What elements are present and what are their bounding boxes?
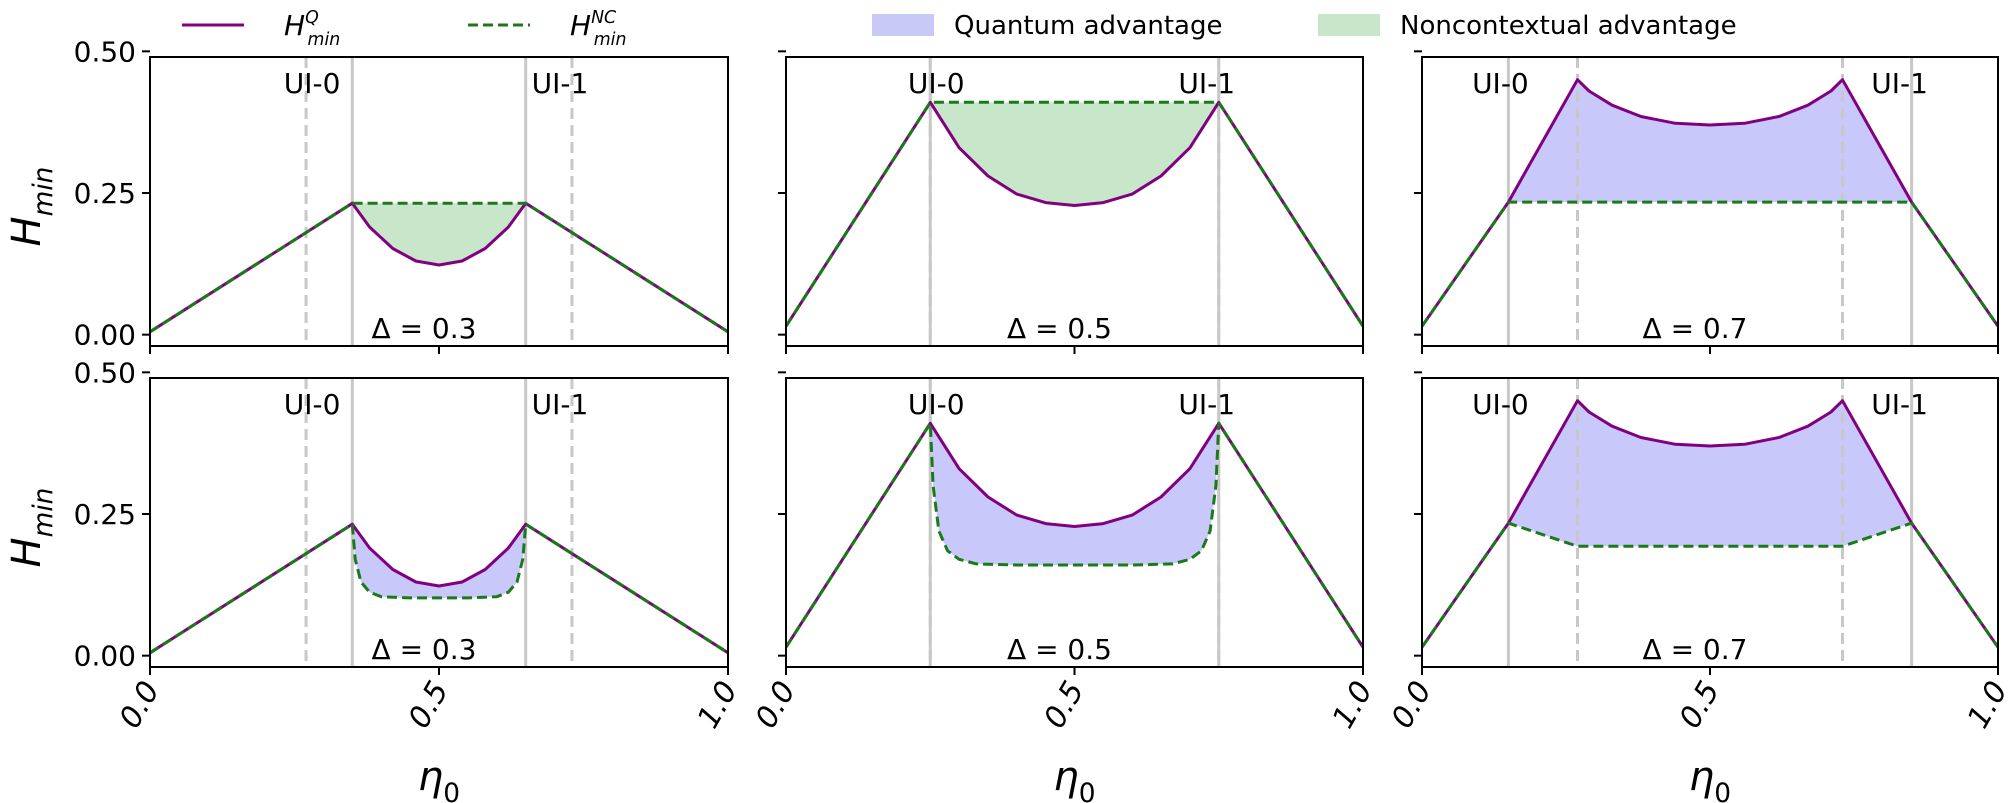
quantum-advantage-area <box>1508 79 1912 203</box>
x-tick-label: 0.0 <box>749 676 803 735</box>
hq-series-line <box>1422 399 1998 649</box>
x-tick-label: 1.0 <box>1961 676 2015 735</box>
x-axis-label: η0 <box>1689 754 1731 803</box>
plot-area <box>786 57 1363 346</box>
hnc-series-line <box>150 201 728 334</box>
y-tick-label: 0.25 <box>74 177 136 210</box>
x-axis-label-sub: 0 <box>1079 778 1096 803</box>
ui1-label: UI-1 <box>532 67 589 100</box>
y-axis-label-main: H <box>4 537 50 567</box>
plot-area <box>786 378 1363 667</box>
y-axis-label-main: H <box>4 216 50 246</box>
hq-series-line <box>786 421 1363 649</box>
x-axis-label-main: η <box>418 754 443 800</box>
ui0-label: UI-0 <box>284 67 341 100</box>
x-axis-label-main: η <box>1689 754 1714 800</box>
y-axis-label-sub: min <box>28 488 59 538</box>
x-axis-label-sub: 0 <box>1714 778 1731 803</box>
hq-series-line <box>786 100 1363 328</box>
x-tick-label: 1.0 <box>1326 676 1380 735</box>
legend: HQ min HNC min Quantum advantage Noncontextua… <box>182 8 1737 50</box>
delta-annotation: Δ = 0.7 <box>1643 633 1748 666</box>
delta-annotation: Δ = 0.7 <box>1643 312 1748 345</box>
x-axis-label-sub: 0 <box>443 778 460 803</box>
x-tick-label: 0.0 <box>1385 676 1439 735</box>
quantum-advantage-area <box>1508 400 1912 547</box>
noncontextual-advantage-area <box>930 102 1219 206</box>
plot-area <box>1422 378 1998 667</box>
legend-hnc-label-main: H <box>570 9 591 42</box>
hnc-series-line <box>786 421 1363 649</box>
y-tick-label: 0.50 <box>74 356 136 389</box>
y-axis-label: Hmin <box>4 167 59 247</box>
panel-r0-c1: UI-0 UI-1 Δ = 0.5 <box>778 50 1364 354</box>
legend-nc-label: Noncontextual advantage <box>1400 11 1737 41</box>
ui1-label: UI-1 <box>1178 388 1235 421</box>
legend-nc-swatch <box>1318 14 1380 36</box>
hq-series-line <box>150 201 728 334</box>
ui1-label: UI-1 <box>532 388 589 421</box>
ui0-label: UI-0 <box>908 67 965 100</box>
panel-r1-c2: UI-0 UI-1 Δ = 0.7 0.0 0.5 1.0 η0 <box>1385 371 2015 803</box>
legend-hq-label-sub: min <box>308 30 341 50</box>
delta-annotation: Δ = 0.5 <box>1007 312 1112 345</box>
hnc-series-line <box>150 522 728 655</box>
x-tick-label: 0.5 <box>1673 676 1727 735</box>
y-axis-label-sub: min <box>28 167 59 217</box>
y-tick-label: 0.25 <box>74 498 136 531</box>
hnc-series-line <box>1422 200 1998 328</box>
hq-series-line <box>1422 78 1998 328</box>
legend-hnc-label-sup: NC <box>591 8 617 28</box>
ui0-label: UI-0 <box>1472 388 1529 421</box>
ui1-label: UI-1 <box>1871 67 1928 100</box>
quantum-advantage-area <box>352 524 526 598</box>
ui0-label: UI-0 <box>284 388 341 421</box>
hnc-series-line <box>786 100 1363 328</box>
x-tick-label: 0.0 <box>113 676 167 735</box>
axes-frame <box>149 377 729 668</box>
ui1-label: UI-1 <box>1871 388 1928 421</box>
legend-hq-label-main: H <box>284 9 305 42</box>
delta-annotation: Δ = 0.3 <box>372 633 477 666</box>
panel-r1-c0: UI-0 UI-1 Δ = 0.3 0.00 0.25 0.50 0.0 0.5 1.0 Hmin… <box>4 356 745 803</box>
legend-hq-label: HQ min <box>284 8 340 50</box>
x-axis-label: η0 <box>418 754 460 803</box>
plot-area <box>150 378 728 667</box>
y-axis-label: Hmin <box>4 488 59 568</box>
legend-quantum-swatch <box>872 14 934 36</box>
x-tick-label: 0.5 <box>1037 676 1091 735</box>
axes-frame <box>785 377 1364 668</box>
panel-r1-c1: UI-0 UI-1 Δ = 0.5 0.0 0.5 1.0 η0 <box>749 371 1380 803</box>
y-tick-label: 0.00 <box>74 640 136 673</box>
hnc-series-line <box>1422 521 1998 649</box>
plot-area <box>150 57 728 346</box>
y-tick-label: 0.50 <box>74 35 136 68</box>
ui0-label: UI-0 <box>908 388 965 421</box>
legend-quantum-label: Quantum advantage <box>954 11 1222 41</box>
panel-r0-c2: UI-0 UI-1 Δ = 0.7 <box>1414 50 1999 354</box>
plot-area <box>1422 57 1998 346</box>
ui0-label: UI-0 <box>1472 67 1529 100</box>
quantum-advantage-area <box>930 423 1219 565</box>
x-axis-label: η0 <box>1053 754 1095 803</box>
y-tick-label: 0.00 <box>74 319 136 352</box>
legend-hnc-label-sub: min <box>594 30 627 50</box>
delta-annotation: Δ = 0.5 <box>1007 633 1112 666</box>
axes-frame <box>149 56 729 347</box>
hq-series-line <box>150 522 728 655</box>
legend-hq-label-sup: Q <box>305 8 319 28</box>
ui1-label: UI-1 <box>1178 67 1235 100</box>
delta-annotation: Δ = 0.3 <box>372 312 477 345</box>
x-tick-label: 1.0 <box>691 676 745 735</box>
x-axis-label-main: η <box>1053 754 1078 800</box>
legend-hnc-label: HNC min <box>570 8 627 50</box>
panel-r0-c0: UI-0 UI-1 Δ = 0.3 0.00 0.25 0.50 Hmin <box>4 35 729 354</box>
x-tick-label: 0.5 <box>402 676 456 735</box>
